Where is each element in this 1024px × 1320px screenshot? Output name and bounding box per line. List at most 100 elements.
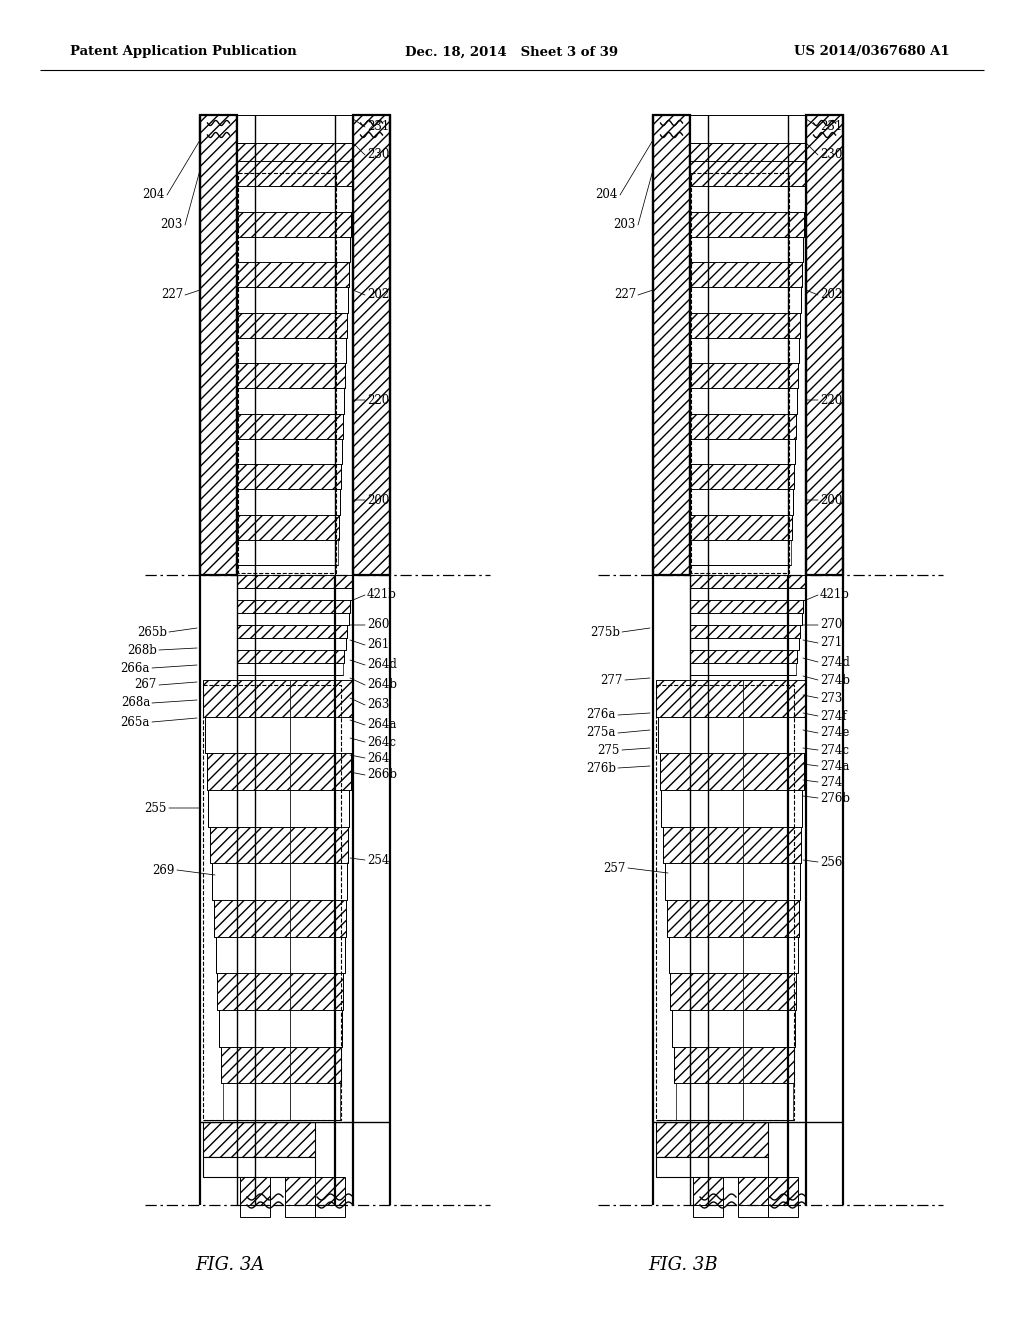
Bar [200, 115, 237, 576]
Bar [690, 612, 802, 624]
Bar [690, 624, 800, 638]
Bar [217, 973, 290, 1010]
Text: 273: 273 [820, 692, 843, 705]
Bar [207, 754, 290, 789]
Bar [290, 1010, 342, 1047]
Bar [203, 680, 290, 717]
Bar [690, 186, 805, 211]
Bar [690, 143, 806, 161]
Text: 202: 202 [367, 289, 389, 301]
Text: 220: 220 [367, 393, 389, 407]
Text: 263: 263 [367, 698, 389, 711]
Bar [212, 863, 290, 900]
Bar [237, 624, 347, 638]
Bar [743, 826, 801, 863]
Bar [290, 900, 346, 937]
Bar [221, 1047, 290, 1084]
Bar [290, 826, 348, 863]
Bar [690, 515, 792, 540]
Bar [353, 115, 390, 576]
Text: 421b: 421b [367, 589, 397, 602]
Bar [671, 973, 743, 1010]
Text: 231: 231 [820, 120, 843, 133]
Bar [672, 1010, 743, 1047]
Text: 274d: 274d [820, 656, 850, 668]
Bar [315, 1205, 345, 1217]
Bar [656, 685, 794, 1119]
Bar [237, 143, 353, 161]
Bar [738, 1205, 768, 1217]
Bar [290, 1084, 340, 1119]
Bar [693, 1177, 723, 1205]
Bar [237, 540, 338, 565]
Bar [237, 161, 353, 186]
Text: 204: 204 [142, 189, 165, 202]
Bar [653, 115, 690, 576]
Bar [690, 540, 791, 565]
Text: 220: 220 [820, 393, 843, 407]
Text: 203: 203 [161, 219, 183, 231]
Text: 264b: 264b [367, 678, 397, 692]
Bar [656, 1122, 768, 1158]
Bar [203, 1122, 315, 1158]
Text: 227: 227 [161, 289, 183, 301]
Bar [240, 1205, 270, 1217]
Text: FIG. 3B: FIG. 3B [648, 1257, 718, 1274]
Text: 271: 271 [820, 636, 843, 649]
Text: US 2014/0367680 A1: US 2014/0367680 A1 [795, 45, 950, 58]
Bar [238, 173, 336, 573]
Text: 231: 231 [367, 120, 389, 133]
Bar [315, 1177, 345, 1205]
Text: 277: 277 [601, 673, 623, 686]
Text: 276b: 276b [820, 792, 850, 804]
Bar [743, 937, 798, 973]
Text: 230: 230 [820, 149, 843, 161]
Bar [690, 576, 806, 587]
Bar [665, 863, 743, 900]
Text: 264: 264 [367, 751, 389, 764]
Bar [237, 115, 353, 143]
Bar [743, 1010, 796, 1047]
Bar [237, 663, 342, 675]
Bar [674, 1047, 743, 1084]
Bar [738, 1177, 768, 1205]
Text: 203: 203 [613, 219, 636, 231]
Text: FIG. 3A: FIG. 3A [195, 1257, 264, 1274]
Text: 270: 270 [820, 619, 843, 631]
Text: 268b: 268b [127, 644, 157, 656]
Text: 257: 257 [603, 862, 626, 874]
Text: 264d: 264d [367, 659, 397, 672]
Bar [210, 826, 290, 863]
Bar [237, 438, 342, 465]
Bar [690, 313, 800, 338]
Bar [290, 863, 347, 900]
Bar [656, 1158, 768, 1177]
Bar [237, 465, 341, 490]
Bar [237, 490, 340, 515]
Bar [743, 680, 806, 717]
Text: 268a: 268a [121, 697, 150, 710]
Bar [667, 900, 743, 937]
Bar [690, 438, 795, 465]
Bar [690, 601, 803, 612]
Bar [237, 338, 346, 363]
Text: 274c: 274c [820, 743, 849, 756]
Bar [223, 1084, 290, 1119]
Bar [237, 288, 348, 313]
Bar [237, 313, 347, 338]
Bar [290, 717, 352, 754]
Bar [237, 515, 339, 540]
Text: 261: 261 [367, 639, 389, 652]
Bar [662, 789, 743, 826]
Bar [285, 1205, 315, 1217]
Bar [768, 1177, 798, 1205]
Bar [690, 638, 799, 649]
Text: 254: 254 [367, 854, 389, 866]
Bar [237, 363, 345, 388]
Text: Patent Application Publication: Patent Application Publication [70, 45, 297, 58]
Bar [690, 587, 805, 601]
Text: 255: 255 [144, 801, 167, 814]
Text: 200: 200 [820, 494, 843, 507]
Text: 256: 256 [820, 855, 843, 869]
Bar [743, 1047, 794, 1084]
